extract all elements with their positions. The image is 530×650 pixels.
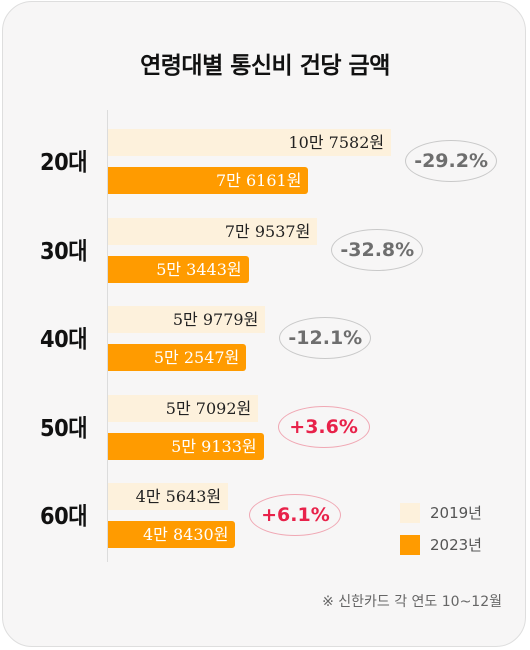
bar-value-label: 7만 9537원 — [224, 221, 311, 241]
bar-value-label: 4만 8430원 — [143, 525, 229, 544]
bar-2019: 5만 9779원 — [108, 306, 266, 333]
legend-swatch-2023 — [400, 535, 420, 555]
bar-value-label: 10만 7582원 — [288, 133, 385, 152]
chart-title: 연령대별 통신비 건당 금액 — [140, 53, 390, 79]
y-axis-line — [107, 110, 108, 562]
bar-value-label: 7만 6161원 — [215, 171, 302, 190]
bar-value-label: 5만 2547원 — [153, 348, 240, 367]
category-label: 60대 — [40, 502, 88, 530]
bar-2019: 5만 7092원 — [108, 394, 259, 422]
bar-2023: 4만 8430원 — [108, 521, 236, 548]
bar-value-label: 4만 5643원 — [135, 487, 222, 506]
change-badge: -32.8% — [331, 228, 424, 271]
bar-2023: 7만 6161원 — [108, 167, 309, 194]
bar-value-label: 5만 9779원 — [172, 310, 259, 329]
change-badge: -29.2% — [405, 140, 498, 182]
bar-2023: 5만 2547원 — [108, 344, 247, 371]
category-label: 30대 — [40, 237, 88, 265]
category-label: 20대 — [40, 148, 88, 176]
change-badge: -12.1% — [279, 317, 372, 359]
change-badge: +3.6% — [277, 405, 370, 448]
bar-2023: 5만 3443원 — [108, 255, 249, 283]
bar-value-label: 5만 7092원 — [165, 398, 252, 418]
bar-2023: 5만 9133원 — [108, 432, 264, 460]
category-label: 50대 — [40, 414, 88, 442]
legend-label-2023: 2023년 — [430, 536, 482, 554]
bar-2019: 4만 5643원 — [108, 483, 229, 510]
category-label: 40대 — [40, 325, 88, 353]
bar-2019: 10만 7582원 — [108, 129, 392, 156]
change-badge: +6.1% — [249, 494, 342, 536]
legend-label-2019: 2019년 — [430, 504, 482, 522]
source-note: ※ 신한카드 각 연도 10~12월 — [322, 594, 502, 610]
bar-2019: 7만 9537원 — [108, 217, 318, 245]
bar-value-label: 5만 9133원 — [171, 436, 257, 456]
legend-swatch-2019 — [400, 503, 420, 523]
bar-value-label: 5만 3443원 — [156, 259, 242, 279]
